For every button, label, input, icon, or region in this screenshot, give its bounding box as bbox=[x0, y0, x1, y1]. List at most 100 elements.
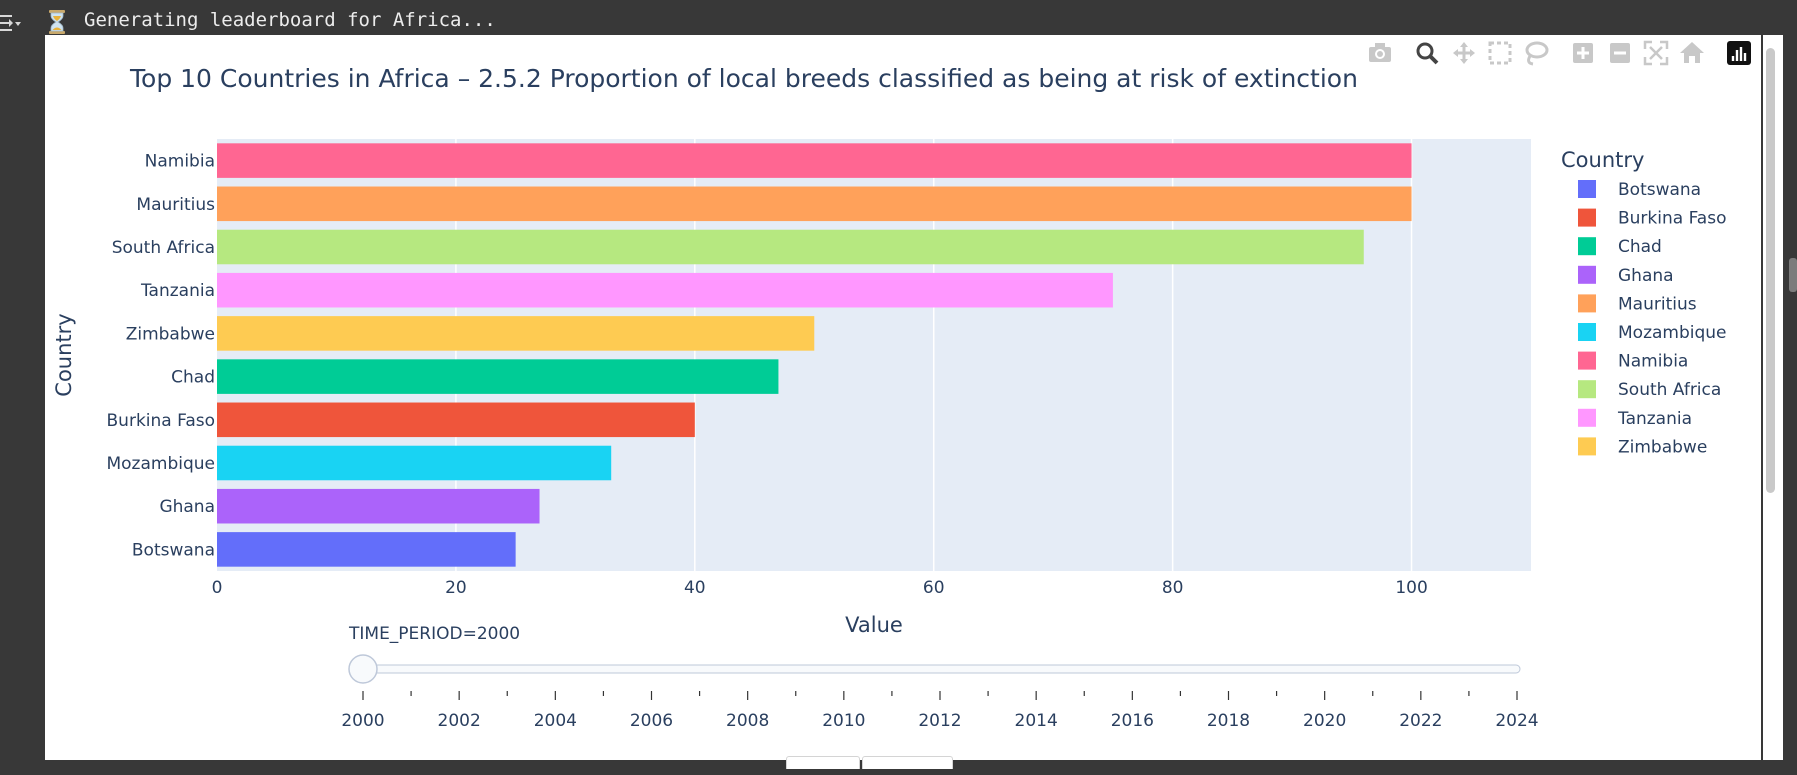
bar-zimbabwe[interactable] bbox=[217, 316, 815, 351]
animation-play-button[interactable] bbox=[786, 756, 860, 769]
slider-current-value: TIME_PERIOD=2000 bbox=[348, 624, 520, 644]
legend-item[interactable]: Mauritius bbox=[1578, 294, 1697, 314]
slider-step-label[interactable]: 2000 bbox=[341, 711, 384, 731]
bar-namibia[interactable] bbox=[217, 143, 1412, 178]
slider-step-label[interactable]: 2014 bbox=[1015, 711, 1058, 731]
legend-swatch bbox=[1578, 437, 1596, 456]
home-icon[interactable]: Reset axes bbox=[1680, 42, 1704, 63]
y-tick-label: Tanzania bbox=[140, 281, 215, 301]
slider-step-label[interactable]: 2022 bbox=[1399, 711, 1442, 731]
slider-step-label[interactable]: 2008 bbox=[726, 711, 769, 731]
x-tick-labels: 0 20 40 60 80 100 bbox=[212, 578, 1428, 598]
box-select-icon[interactable]: Box Select bbox=[1488, 41, 1512, 65]
legend-item[interactable]: South Africa bbox=[1578, 380, 1721, 400]
bar-mozambique[interactable] bbox=[217, 445, 612, 481]
legend-item[interactable]: Zimbabwe bbox=[1578, 437, 1707, 457]
slider-step-label[interactable]: 2012 bbox=[918, 711, 961, 731]
x-tick-label: 80 bbox=[1162, 578, 1184, 598]
legend-swatch bbox=[1578, 380, 1596, 399]
slider-step-label[interactable]: 2004 bbox=[534, 711, 577, 731]
legend-label: South Africa bbox=[1618, 380, 1721, 400]
legend-label: Botswana bbox=[1618, 180, 1701, 200]
legend-label: Namibia bbox=[1618, 352, 1688, 372]
legend-swatch bbox=[1578, 408, 1596, 427]
autoscale-icon[interactable]: Autoscale bbox=[1643, 40, 1669, 66]
output-collapse-icon[interactable] bbox=[0, 12, 24, 34]
y-tick-label: Burkina Faso bbox=[107, 411, 215, 431]
x-tick-label: 40 bbox=[684, 578, 706, 598]
y-tick-label: Chad bbox=[171, 368, 215, 388]
zoom-in-icon[interactable]: Zoom in bbox=[1573, 43, 1593, 63]
pan-icon[interactable]: Pan bbox=[1453, 42, 1475, 64]
time-slider[interactable]: 2000 2002 2004 2006 2008 2010 2012 2014 2016 2018… bbox=[341, 654, 1539, 731]
legend-item[interactable]: Namibia bbox=[1578, 351, 1688, 372]
legend-label: Burkina Faso bbox=[1618, 209, 1726, 229]
lasso-icon[interactable]: Lasso Select bbox=[1525, 41, 1549, 66]
legend-item[interactable]: Tanzania bbox=[1578, 408, 1692, 429]
y-tick-label: Botswana bbox=[132, 540, 215, 560]
slider-step-label[interactable]: 2024 bbox=[1495, 711, 1538, 731]
x-tick-label: 60 bbox=[923, 578, 945, 598]
legend-swatch bbox=[1578, 323, 1596, 341]
y-tick-label: South Africa bbox=[112, 238, 215, 258]
camera-icon[interactable]: Download plot as a png bbox=[1369, 43, 1391, 62]
legend-label: Ghana bbox=[1618, 266, 1674, 286]
zoom-icon[interactable]: Zoom bbox=[1416, 42, 1439, 65]
y-axis-title: Country bbox=[52, 313, 76, 396]
status-message: Generating leaderboard for Africa... bbox=[84, 9, 496, 31]
bar-burkina-faso[interactable] bbox=[217, 402, 695, 438]
legend-swatch bbox=[1578, 237, 1596, 256]
legend-label: Zimbabwe bbox=[1618, 437, 1707, 457]
output-scrollbar-thumb[interactable] bbox=[1766, 48, 1775, 493]
notebook-output-header: Generating leaderboard for Africa... bbox=[0, 0, 1797, 44]
y-tick-label: Namibia bbox=[145, 152, 215, 172]
bars bbox=[217, 143, 1412, 567]
y-tick-label: Mauritius bbox=[136, 195, 215, 215]
bar-chad[interactable] bbox=[217, 359, 779, 394]
x-tick-label: 100 bbox=[1395, 578, 1427, 598]
x-tick-label: 20 bbox=[445, 578, 467, 598]
slider-step-label[interactable]: 2006 bbox=[630, 711, 673, 731]
slider-rail[interactable] bbox=[355, 664, 1521, 674]
legend: Botswana Burkina Faso Chad Ghana Mauritius Mo… bbox=[1578, 180, 1727, 457]
legend-item[interactable]: Burkina Faso bbox=[1578, 208, 1726, 229]
slider-step-label[interactable]: 2002 bbox=[438, 711, 481, 731]
bar-ghana[interactable] bbox=[217, 488, 540, 524]
x-tick-label: 0 bbox=[212, 578, 223, 598]
modebar: Download plot as a png Zoom Pan Box Select L… bbox=[1369, 40, 1751, 66]
plotly-logo-icon[interactable]: Produced with Plotly bbox=[1727, 41, 1751, 65]
y-tick-labels: Namibia Mauritius South Africa Tanzania Zimb… bbox=[106, 152, 215, 561]
slider-handle[interactable] bbox=[348, 654, 378, 684]
page-scrollbar-thumb[interactable] bbox=[1789, 258, 1797, 292]
legend-label: Mauritius bbox=[1618, 294, 1697, 314]
legend-item[interactable]: Botswana bbox=[1578, 180, 1701, 200]
legend-swatch bbox=[1578, 265, 1596, 284]
legend-item[interactable]: Mozambique bbox=[1578, 323, 1727, 343]
bar-botswana[interactable] bbox=[217, 532, 516, 567]
legend-label: Tanzania bbox=[1617, 409, 1692, 429]
legend-swatch bbox=[1578, 294, 1596, 313]
x-axis-title: Value bbox=[845, 613, 903, 637]
hourglass-icon bbox=[49, 10, 65, 34]
legend-item[interactable]: Chad bbox=[1578, 237, 1662, 257]
bar-tanzania[interactable] bbox=[217, 272, 1113, 308]
y-tick-label: Mozambique bbox=[106, 454, 215, 474]
animation-stop-button[interactable] bbox=[862, 756, 953, 769]
slider-step-label[interactable]: 2010 bbox=[822, 711, 865, 731]
bar-south-africa[interactable] bbox=[217, 229, 1364, 265]
legend-swatch bbox=[1578, 351, 1596, 370]
legend-swatch bbox=[1578, 180, 1596, 198]
y-tick-label: Zimbabwe bbox=[126, 324, 215, 344]
legend-item[interactable]: Ghana bbox=[1578, 265, 1674, 286]
y-tick-label: Ghana bbox=[159, 497, 215, 517]
legend-label: Mozambique bbox=[1618, 323, 1727, 343]
slider-step-label[interactable]: 2016 bbox=[1111, 711, 1154, 731]
legend-title: Country bbox=[1561, 148, 1644, 172]
zoom-out-icon[interactable]: Zoom out bbox=[1610, 43, 1630, 63]
legend-label: Chad bbox=[1618, 237, 1662, 257]
legend-swatch bbox=[1578, 208, 1596, 227]
bar-mauritius[interactable] bbox=[217, 186, 1412, 222]
slider-step-label[interactable]: 2020 bbox=[1303, 711, 1346, 731]
slider-step-label[interactable]: 2018 bbox=[1207, 711, 1250, 731]
